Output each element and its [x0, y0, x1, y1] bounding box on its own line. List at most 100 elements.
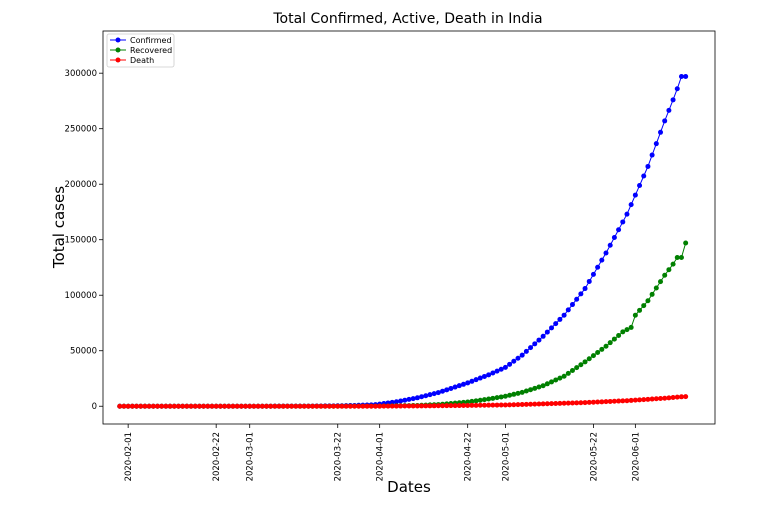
legend-swatch-marker: [115, 37, 121, 43]
data-point-death: [502, 402, 508, 408]
data-point-death: [473, 402, 479, 408]
data-point-death: [553, 401, 559, 407]
data-point-recovered: [511, 391, 517, 397]
data-point-death: [335, 403, 341, 409]
data-point-confirmed: [574, 296, 580, 302]
data-point-death: [628, 397, 634, 403]
data-point-death: [574, 400, 580, 406]
data-point-confirmed: [393, 399, 399, 405]
data-point-recovered: [561, 373, 567, 379]
data-point-confirmed: [595, 264, 601, 270]
data-point-recovered: [599, 346, 605, 352]
data-point-confirmed: [519, 352, 525, 358]
data-point-recovered: [532, 385, 538, 391]
data-point-confirmed: [557, 316, 563, 322]
data-point-death: [385, 403, 391, 409]
data-point-death: [582, 400, 588, 406]
data-point-death: [569, 400, 575, 406]
data-point-death: [544, 401, 550, 407]
data-point-death: [196, 403, 202, 409]
data-point-recovered: [658, 279, 664, 285]
data-point-death: [557, 400, 563, 406]
data-point-death: [611, 398, 617, 404]
data-point-death: [460, 403, 466, 408]
data-point-confirmed: [628, 202, 634, 208]
series-line-recovered: [119, 242, 687, 407]
data-point-recovered: [624, 327, 630, 333]
data-point-confirmed: [616, 227, 622, 233]
data-point-death: [364, 403, 370, 409]
data-point-death: [154, 403, 160, 409]
data-point-death: [368, 403, 374, 409]
data-point-recovered: [519, 389, 525, 395]
data-point-death: [507, 402, 513, 408]
data-point-death: [372, 403, 378, 409]
data-point-death: [653, 396, 659, 402]
data-point-confirmed: [398, 398, 404, 404]
data-point-death: [222, 403, 228, 409]
data-point-confirmed: [549, 325, 555, 331]
data-point-confirmed: [599, 257, 605, 263]
data-point-death: [217, 403, 223, 409]
data-point-recovered: [528, 387, 534, 393]
data-point-death: [494, 402, 500, 408]
data-point-death: [632, 397, 638, 403]
data-point-death: [515, 402, 521, 408]
y-axis-label: Total cases: [50, 186, 68, 269]
data-point-recovered: [666, 267, 672, 273]
data-point-confirmed: [553, 321, 559, 327]
data-point-death: [213, 403, 219, 409]
data-point-death: [146, 403, 152, 409]
data-point-confirmed: [511, 358, 517, 364]
data-point-confirmed: [536, 337, 542, 343]
data-point-confirmed: [528, 345, 534, 351]
data-point-death: [293, 403, 299, 409]
data-point-death: [406, 403, 412, 409]
data-point-confirmed: [590, 271, 596, 277]
data-point-death: [226, 403, 232, 409]
y-tick-label: 100000: [65, 291, 97, 301]
x-tick-label: 2020-02-22: [212, 432, 222, 481]
data-point-confirmed: [389, 399, 395, 405]
data-point-death: [163, 403, 169, 409]
data-point-confirmed: [494, 368, 500, 374]
legend-swatch-marker: [115, 47, 121, 53]
data-point-death: [637, 397, 643, 403]
data-point-death: [410, 403, 416, 409]
data-point-death: [331, 403, 337, 409]
data-point-recovered: [670, 261, 676, 267]
data-point-recovered: [473, 398, 479, 404]
legend-item-recovered: Recovered: [130, 46, 172, 55]
data-point-death: [641, 397, 647, 403]
data-point-confirmed: [586, 278, 592, 284]
x-tick-label: 2020-04-01: [376, 432, 386, 481]
data-point-recovered: [586, 356, 592, 362]
data-point-confirmed: [670, 97, 676, 103]
data-point-death: [519, 401, 525, 407]
data-point-death: [284, 403, 290, 409]
y-axis: 0 50000 100000 150000 200000 250000 300000: [65, 69, 103, 412]
data-point-confirmed: [607, 242, 613, 248]
data-point-death: [419, 403, 425, 409]
data-point-confirmed: [473, 377, 479, 383]
data-point-death: [201, 403, 207, 409]
data-point-confirmed: [507, 361, 513, 367]
data-point-confirmed: [410, 396, 416, 402]
data-point-death: [549, 401, 555, 407]
data-point-confirmed: [611, 234, 617, 240]
data-point-confirmed: [402, 397, 408, 403]
series-layer: [117, 74, 689, 409]
data-point-recovered: [616, 332, 622, 338]
y-tick-label: 200000: [65, 180, 97, 190]
legend-item-confirmed: Confirmed: [130, 36, 172, 45]
data-point-recovered: [649, 291, 655, 297]
data-point-death: [352, 403, 358, 409]
data-point-death: [167, 403, 173, 409]
plot-area: [102, 30, 716, 425]
data-point-recovered: [641, 303, 647, 309]
data-point-confirmed: [561, 312, 567, 318]
data-point-death: [398, 403, 404, 409]
data-point-recovered: [595, 350, 601, 356]
data-point-confirmed: [431, 391, 437, 397]
data-point-recovered: [632, 312, 638, 318]
